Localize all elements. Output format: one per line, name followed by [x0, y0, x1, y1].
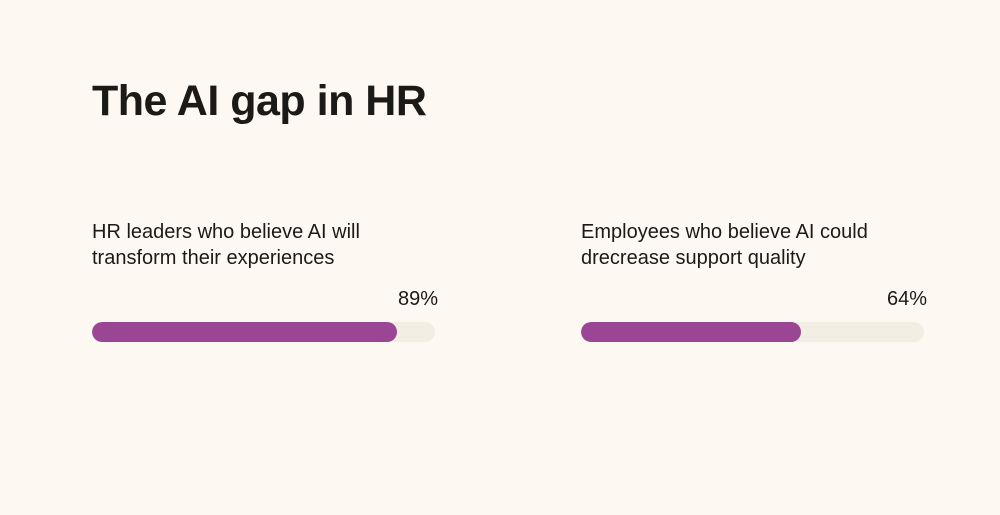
stat-value-label: 64% [886, 288, 927, 310]
stat-hr-leaders: HR leaders who believe AI will transform… [92, 219, 438, 342]
page-title: The AI gap in HR [92, 77, 427, 125]
stat-employees: Employees who believe AI could drecrease… [581, 219, 927, 342]
progress-track [581, 322, 924, 342]
stat-label: Employees who believe AI could drecrease… [581, 221, 868, 269]
stat-label: HR leaders who believe AI will transform… [92, 221, 360, 269]
progress-bar-fill [581, 322, 801, 342]
stat-value-label: 89% [397, 288, 438, 310]
progress-track [92, 322, 435, 342]
progress-bar-fill [92, 322, 398, 342]
